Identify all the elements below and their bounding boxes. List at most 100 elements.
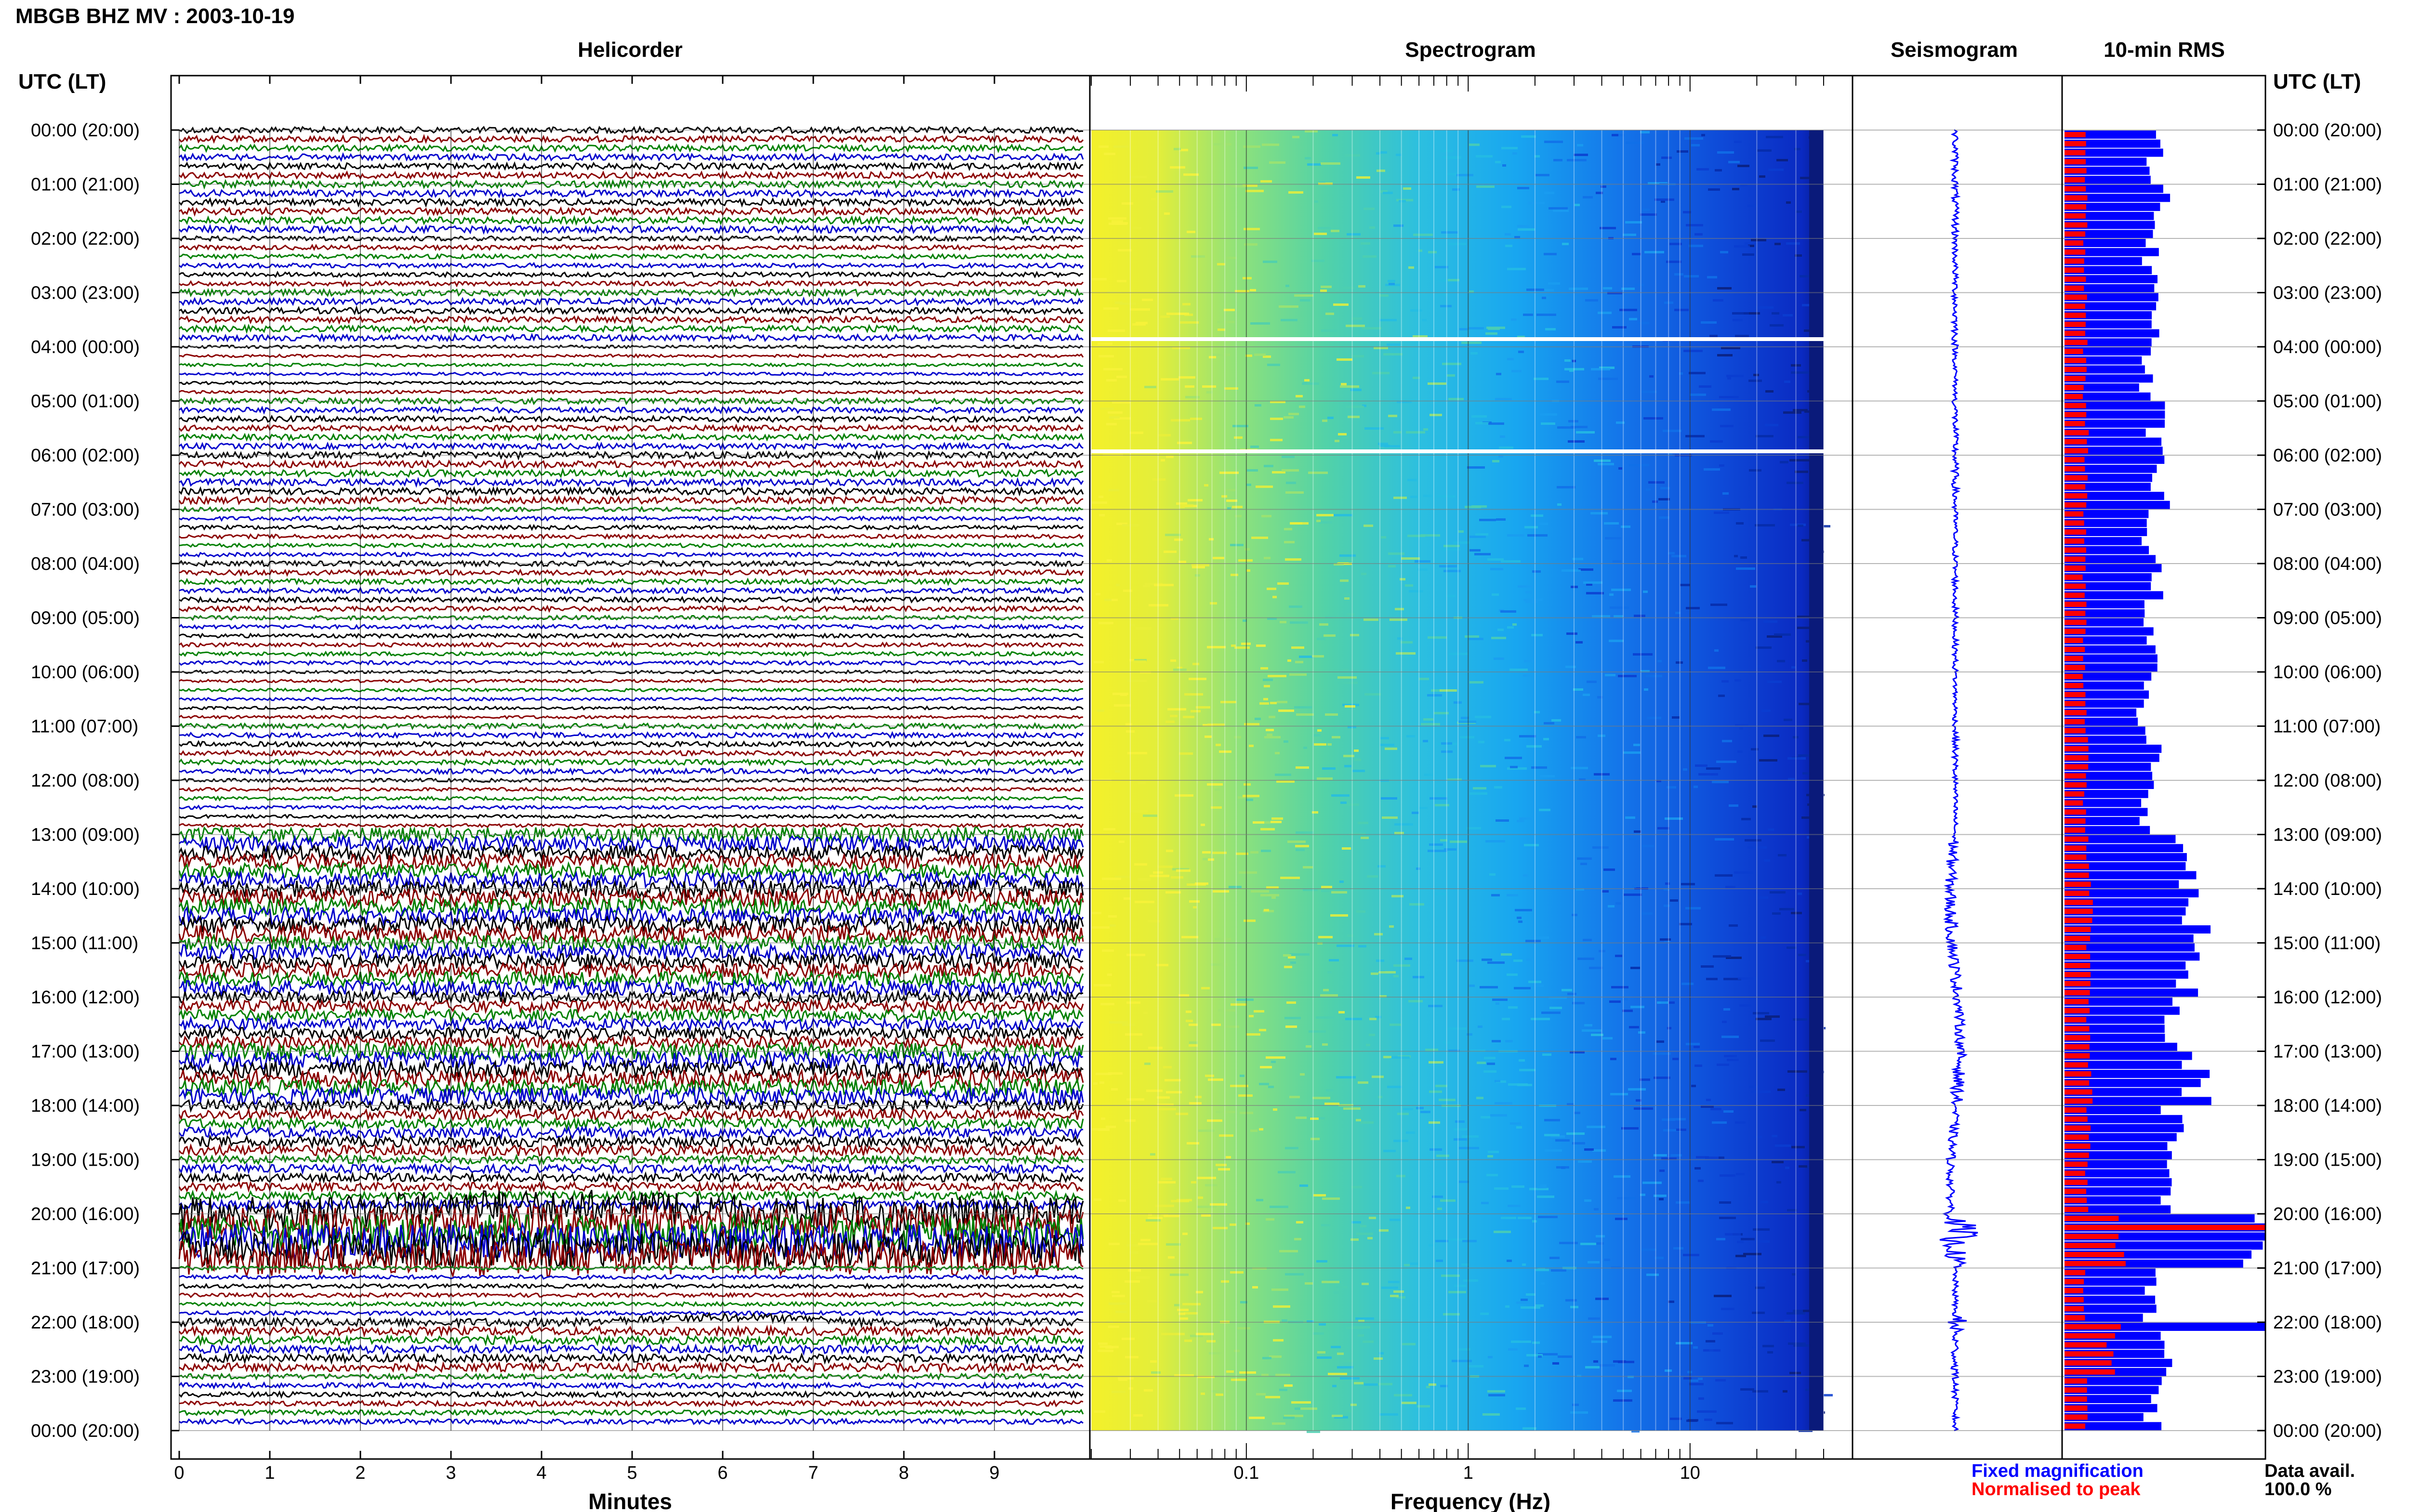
- spectrogram-streak: [1752, 1058, 1759, 1060]
- spectrogram-streak: [1513, 960, 1522, 962]
- spectrogram-streak: [1393, 224, 1403, 227]
- rms-bar-normalised: [2065, 963, 2091, 968]
- helicorder-trace: [179, 795, 1083, 802]
- spectrogram-streak: [1675, 612, 1681, 614]
- spectrogram-streak: [1594, 1208, 1599, 1210]
- spectrogram-streak: [1735, 1255, 1746, 1257]
- spectrogram-streak: [1621, 526, 1630, 528]
- spectrogram-streak: [1175, 794, 1193, 797]
- rms-bar-fixed: [2065, 329, 2159, 338]
- helicorder-trace: [179, 749, 1084, 758]
- spectrogram-streak: [1518, 351, 1524, 353]
- helicorder-trace: [179, 822, 1084, 828]
- spectrogram-streak: [1408, 266, 1414, 269]
- rms-bar-normalised: [2065, 159, 2086, 165]
- rms-bar-normalised: [2065, 1297, 2084, 1302]
- spectrogram-streak: [1680, 584, 1690, 586]
- spectrogram-streak: [1427, 694, 1442, 697]
- spectrogram-streak: [1283, 1417, 1295, 1419]
- spectrogram-streak: [1384, 445, 1400, 447]
- spectrogram-streak: [1507, 894, 1518, 896]
- spectrogram-streak: [1784, 719, 1792, 721]
- spectrogram-streak: [1419, 807, 1428, 809]
- spectrogram-streak: [1644, 688, 1648, 691]
- spectrogram-streak: [1186, 1020, 1193, 1022]
- spectrogram-streak: [1538, 1355, 1542, 1358]
- spectrogram-streak: [1461, 342, 1482, 344]
- rms-bar-normalised: [2065, 1342, 2107, 1348]
- spectrogram-streak: [1106, 1126, 1116, 1128]
- spectrogram-streak: [1310, 1118, 1319, 1120]
- spectrogram-streak: [1655, 1257, 1664, 1259]
- spectrogram-streak: [1093, 1082, 1098, 1085]
- spectrogram-streak: [1484, 1057, 1496, 1059]
- rms-bar-normalised: [2065, 249, 2086, 255]
- spectrogram-streak: [1347, 613, 1354, 616]
- spectrogram-streak: [1345, 1410, 1351, 1412]
- spectrogram-streak: [1498, 455, 1503, 458]
- spectrogram-streak: [1475, 716, 1491, 718]
- spectrogram-streak: [1640, 131, 1650, 133]
- spectrogram-streak: [1625, 221, 1642, 224]
- rms-bar-normalised: [2065, 737, 2088, 743]
- rms-bar-normalised: [2065, 1197, 2087, 1203]
- spectrogram-streak: [1406, 1207, 1410, 1209]
- minute-tick-label: 2: [355, 1463, 365, 1483]
- rms-bar-fixed: [2065, 582, 2151, 591]
- spectrogram-streak: [1524, 844, 1539, 846]
- spectrogram-streak: [1640, 213, 1657, 216]
- rms-bar-fixed: [2065, 139, 2160, 148]
- spectrogram-streak: [1130, 810, 1148, 813]
- spectrogram-streak: [1134, 659, 1147, 661]
- rms-bar-fixed: [2065, 266, 2152, 275]
- spectrogram-gap: [1091, 337, 1824, 341]
- spectrogram-streak: [1155, 1205, 1174, 1207]
- helicorder-trace: [178, 1107, 1084, 1122]
- spectrogram-streak: [1428, 382, 1446, 385]
- rms-bar-fixed: [2065, 871, 2197, 880]
- spectrogram-streak: [1145, 583, 1163, 585]
- helicorder-trace: [179, 506, 1084, 513]
- spectrogram-streak: [1317, 1356, 1332, 1359]
- spectrogram-streak: [1477, 1062, 1486, 1064]
- spectrogram-streak: [1273, 1339, 1284, 1341]
- spectrogram-streak: [1572, 360, 1576, 362]
- spectrogram-streak: [1393, 1140, 1408, 1142]
- spectrogram-streak: [1526, 1293, 1535, 1296]
- spectrogram-streak: [1379, 319, 1397, 321]
- spectrogram-streak: [1643, 209, 1650, 211]
- spectrogram-streak: [1557, 486, 1575, 488]
- spectrogram-streak: [1170, 1274, 1189, 1276]
- spectrogram-streak: [1197, 1177, 1216, 1179]
- spectrogram-streak: [1614, 1175, 1630, 1178]
- spectrogram-streak: [1501, 953, 1512, 956]
- spectrogram-streak: [1564, 359, 1571, 362]
- helicorder-trace: [178, 1153, 1084, 1167]
- spectrogram-streak: [1439, 565, 1457, 567]
- helicorder-trace: [178, 152, 1084, 162]
- spectrogram-streak: [1310, 1138, 1320, 1140]
- rms-bar-fixed: [2065, 772, 2153, 780]
- spectrogram-streak: [1296, 849, 1305, 851]
- rms-bar-fixed: [2065, 401, 2165, 410]
- spectrogram-streak: [1572, 1002, 1585, 1004]
- spectrogram-streak: [1633, 653, 1653, 656]
- spectrogram-streak: [1339, 593, 1350, 596]
- spectrogram-streak: [1374, 347, 1388, 349]
- rms-bar-fixed: [2065, 1070, 2210, 1078]
- spectrogram-streak: [1580, 1243, 1596, 1245]
- spectrogram-streak: [1701, 1105, 1714, 1108]
- spectrogram-streak: [1490, 1114, 1507, 1117]
- spectrogram-streak: [1269, 1355, 1282, 1358]
- spectrogram-streak: [1485, 840, 1505, 842]
- spectrogram-streak: [1742, 253, 1754, 256]
- spectrogram-streak: [1593, 1360, 1598, 1363]
- helicorder-trace: [178, 860, 1084, 881]
- spectrogram-streak: [1574, 1112, 1580, 1114]
- spectrogram-streak: [1518, 920, 1522, 923]
- rms-bar-fixed: [2065, 437, 2162, 446]
- spectrogram-streak: [1469, 681, 1483, 684]
- rms-bar-fixed: [2065, 1097, 2211, 1105]
- spectrogram-streak: [1296, 395, 1303, 397]
- spectrogram-streak: [1209, 1352, 1223, 1354]
